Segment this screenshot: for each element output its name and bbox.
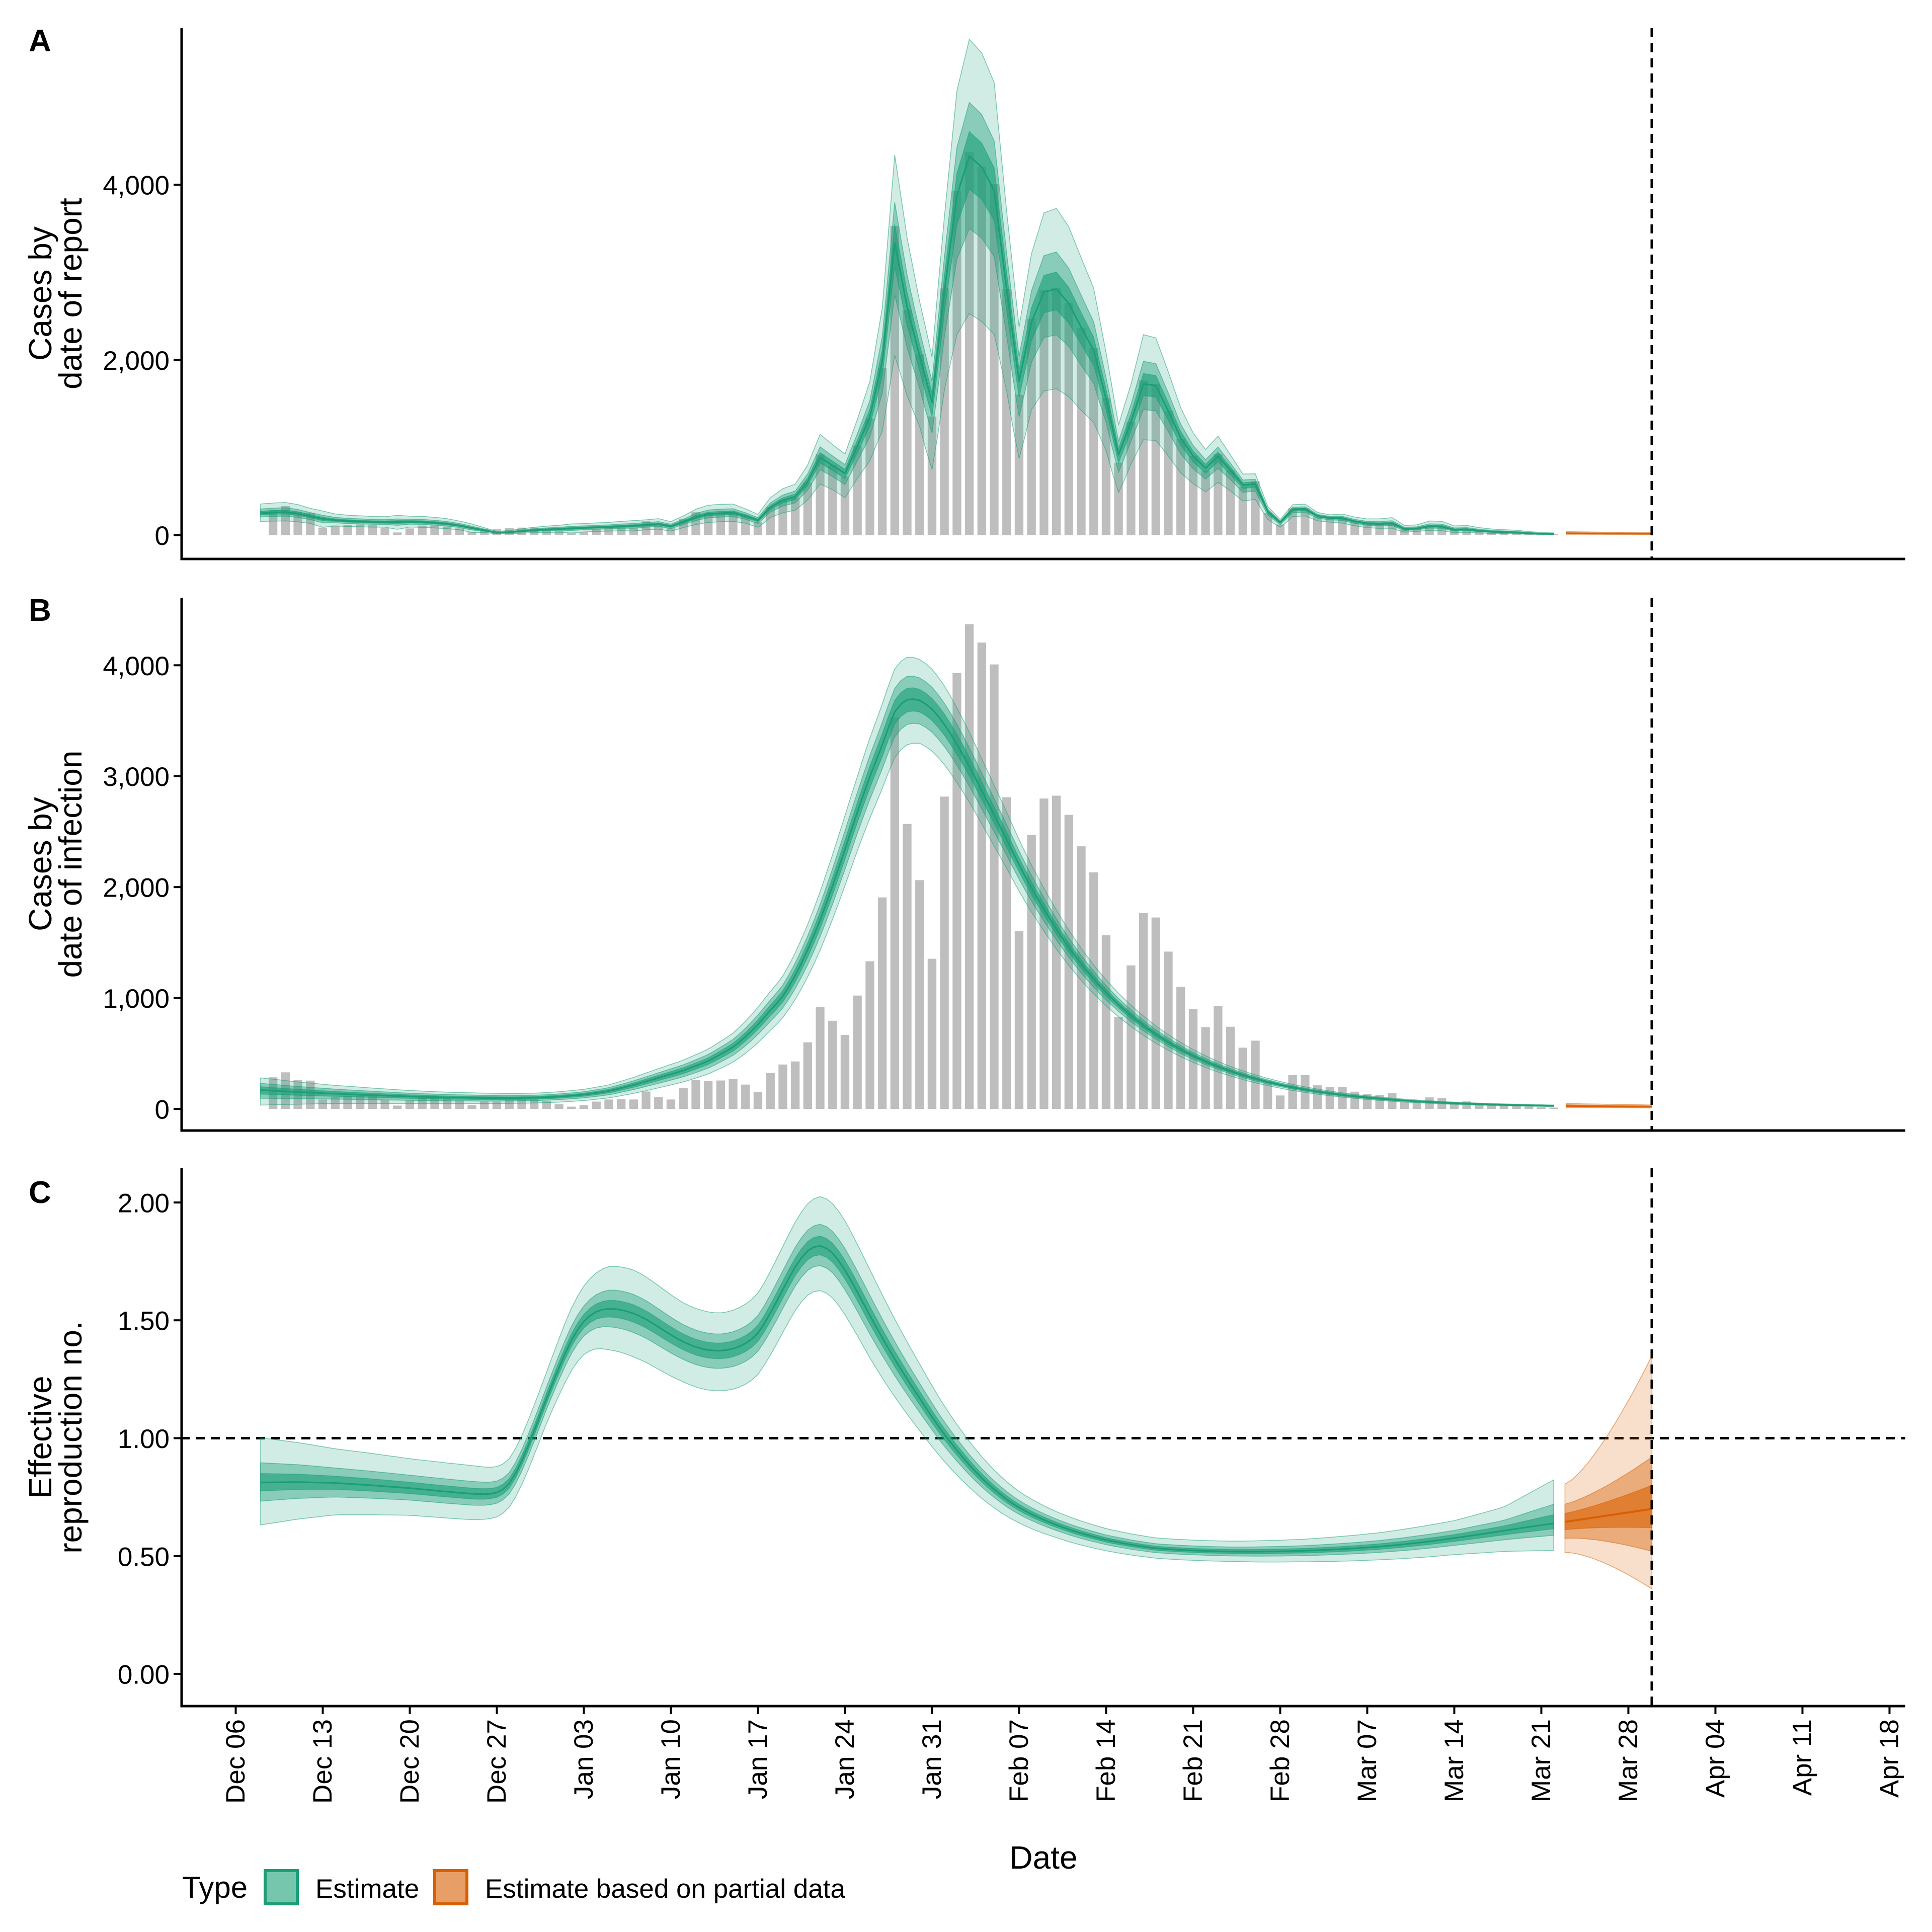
svg-text:4,000: 4,000 [103,171,170,201]
svg-text:Apr 18: Apr 18 [1875,1719,1904,1798]
svg-text:Mar 14: Mar 14 [1439,1719,1469,1802]
svg-text:Mar 21: Mar 21 [1526,1719,1556,1802]
svg-text:Dec 06: Dec 06 [221,1719,251,1804]
svg-text:Dec 13: Dec 13 [308,1719,338,1804]
svg-text:Jan 10: Jan 10 [656,1719,686,1799]
svg-text:2,000: 2,000 [103,873,170,903]
svg-text:Estimate based on partial data: Estimate based on partial data [485,1874,845,1904]
svg-text:Mar 28: Mar 28 [1614,1719,1643,1802]
svg-text:Effective: Effective [22,1376,58,1498]
svg-text:Jan 03: Jan 03 [569,1719,599,1799]
svg-text:Jan 31: Jan 31 [917,1719,947,1799]
svg-text:Apr 04: Apr 04 [1701,1719,1730,1798]
svg-text:1.00: 1.00 [118,1424,170,1454]
svg-text:Dec 27: Dec 27 [482,1719,512,1804]
svg-text:Feb 07: Feb 07 [1004,1719,1034,1802]
svg-text:3,000: 3,000 [103,762,170,792]
svg-text:Apr 11: Apr 11 [1788,1719,1817,1796]
svg-text:Dec 20: Dec 20 [395,1719,425,1804]
svg-text:2,000: 2,000 [103,346,170,376]
svg-text:0: 0 [155,1095,170,1125]
svg-text:date of report: date of report [52,198,89,389]
svg-text:Cases by: Cases by [22,797,58,931]
svg-text:B: B [29,593,51,628]
svg-text:0.00: 0.00 [118,1660,170,1690]
svg-text:C: C [29,1175,51,1210]
svg-text:Feb 14: Feb 14 [1091,1719,1121,1802]
svg-text:Feb 28: Feb 28 [1265,1719,1295,1802]
svg-text:date of infection: date of infection [52,751,89,978]
svg-text:reproduction no.: reproduction no. [52,1321,89,1554]
svg-text:1,000: 1,000 [103,984,170,1014]
svg-text:Date: Date [1009,1839,1077,1876]
svg-text:Estimate: Estimate [315,1874,419,1904]
svg-text:0: 0 [155,521,170,551]
svg-text:Jan 17: Jan 17 [743,1719,773,1799]
svg-text:1.50: 1.50 [118,1307,170,1336]
svg-text:Type: Type [182,1871,248,1904]
svg-text:Cases by: Cases by [22,226,58,361]
svg-text:Jan 24: Jan 24 [830,1719,860,1799]
svg-text:Mar 07: Mar 07 [1352,1719,1382,1802]
svg-text:4,000: 4,000 [103,652,170,681]
svg-text:Feb 21: Feb 21 [1178,1719,1208,1802]
svg-text:2.00: 2.00 [118,1189,170,1219]
svg-text:A: A [29,24,51,58]
svg-text:0.50: 0.50 [118,1542,170,1572]
